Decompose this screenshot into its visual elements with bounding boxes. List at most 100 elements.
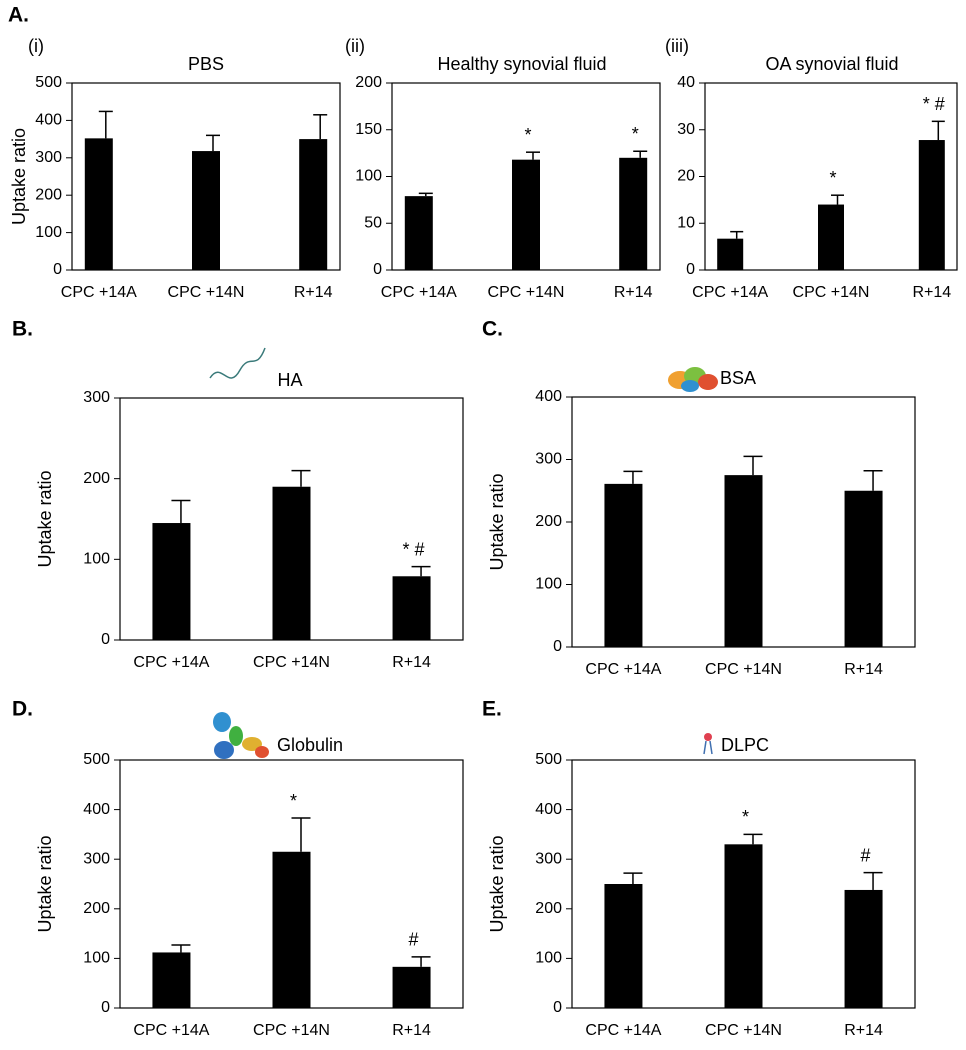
bar: [717, 238, 744, 270]
y-tick-label: 10: [677, 214, 695, 231]
bar: [619, 157, 648, 270]
y-axis-label: Uptake ratio: [9, 128, 29, 225]
x-tick-label: CPC +14A: [692, 284, 768, 301]
y-tick-label: 0: [553, 999, 562, 1016]
panel-label: (iii): [665, 36, 689, 56]
x-tick-label: CPC +14A: [133, 1022, 209, 1039]
significance-mark: #: [861, 845, 871, 865]
bar: [844, 889, 883, 1008]
panel-label: (ii): [345, 36, 365, 56]
error-bar: [313, 114, 328, 140]
error-bar: [291, 469, 311, 487]
bar: [404, 196, 433, 270]
bar: [512, 159, 540, 270]
y-tick-label: 300: [83, 389, 110, 406]
error-bar: [171, 944, 191, 953]
y-tick-label: 0: [101, 631, 110, 648]
significance-mark: *: [742, 807, 749, 827]
panel-label: C.: [482, 318, 503, 341]
y-axis-label: Uptake ratio: [35, 835, 55, 932]
error-bar: [931, 120, 945, 141]
x-tick-label: CPC +14A: [61, 284, 137, 301]
x-tick-label: CPC +14N: [253, 654, 330, 671]
significance-mark: *: [524, 125, 531, 145]
y-tick-label: 300: [535, 850, 562, 867]
bar: [272, 851, 311, 1008]
y-tick-label: 100: [355, 168, 382, 185]
bar: [192, 151, 220, 270]
bar: [272, 486, 311, 640]
y-tick-label: 200: [535, 513, 562, 530]
bar: [299, 139, 328, 270]
y-tick-label: 200: [535, 900, 562, 917]
y-tick-label: 500: [535, 751, 562, 768]
y-axis-label: Uptake ratio: [35, 470, 55, 567]
bar: [918, 140, 945, 270]
x-tick-label: R+14: [392, 1022, 431, 1039]
y-tick-label: 40: [677, 74, 695, 91]
bar: [724, 844, 763, 1008]
error-bar: [171, 499, 191, 524]
significance-mark: *: [829, 168, 836, 188]
error-bar: [623, 872, 643, 884]
y-tick-label: 200: [35, 186, 62, 203]
x-tick-label: R+14: [844, 661, 883, 678]
bar: [392, 576, 431, 640]
y-tick-label: 400: [35, 112, 62, 129]
panel-label: D.: [12, 698, 33, 721]
y-tick-label: 500: [83, 751, 110, 768]
y-tick-label: 500: [35, 74, 62, 91]
bar: [84, 138, 113, 270]
y-tick-label: 300: [535, 451, 562, 468]
significance-mark: * #: [403, 539, 425, 559]
error-bar: [418, 192, 433, 197]
y-tick-label: 200: [83, 470, 110, 487]
y-tick-label: 150: [355, 121, 382, 138]
y-tick-label: 300: [35, 149, 62, 166]
significance-mark: #: [409, 930, 419, 950]
group-label: A.: [8, 4, 29, 27]
error-bar: [730, 230, 744, 239]
y-axis-label: Uptake ratio: [487, 473, 507, 570]
error-bar: [411, 565, 431, 577]
y-tick-label: 300: [83, 850, 110, 867]
error-bar: [743, 455, 763, 476]
error-bar: [411, 956, 431, 967]
error-bar: [633, 150, 648, 158]
x-tick-label: CPC +14N: [705, 1022, 782, 1039]
y-tick-label: 0: [686, 261, 695, 278]
x-tick-label: CPC +14N: [705, 661, 782, 678]
x-tick-label: CPC +14A: [133, 654, 209, 671]
bar: [604, 884, 643, 1008]
x-tick-label: CPC +14N: [253, 1022, 330, 1039]
significance-mark: *: [632, 124, 639, 144]
chart-title: Globulin: [277, 735, 343, 755]
chart-title: BSA: [720, 368, 756, 388]
significance-mark: *: [290, 791, 297, 811]
y-tick-label: 100: [35, 224, 62, 241]
panel-label: E.: [482, 698, 502, 721]
x-tick-label: CPC +14N: [488, 284, 565, 301]
chart-title: PBS: [188, 54, 224, 74]
y-tick-label: 0: [53, 261, 62, 278]
chart-title: OA synovial fluid: [765, 54, 898, 74]
y-tick-label: 400: [83, 801, 110, 818]
y-tick-label: 200: [83, 900, 110, 917]
x-tick-label: R+14: [614, 284, 653, 301]
error-bar: [623, 470, 643, 484]
x-tick-label: R+14: [844, 1022, 883, 1039]
error-bar: [291, 817, 311, 852]
bar: [818, 204, 844, 270]
error-bar: [98, 110, 113, 139]
y-tick-label: 400: [535, 801, 562, 818]
y-tick-label: 30: [677, 121, 695, 138]
globulin-icon: [213, 712, 269, 759]
x-tick-label: CPC +14N: [793, 284, 870, 301]
bar: [152, 523, 191, 640]
bar: [152, 952, 191, 1008]
chart-title: Healthy synovial fluid: [437, 54, 606, 74]
error-bar: [206, 134, 220, 152]
bar: [724, 475, 763, 647]
dlpc-icon: [703, 733, 713, 755]
